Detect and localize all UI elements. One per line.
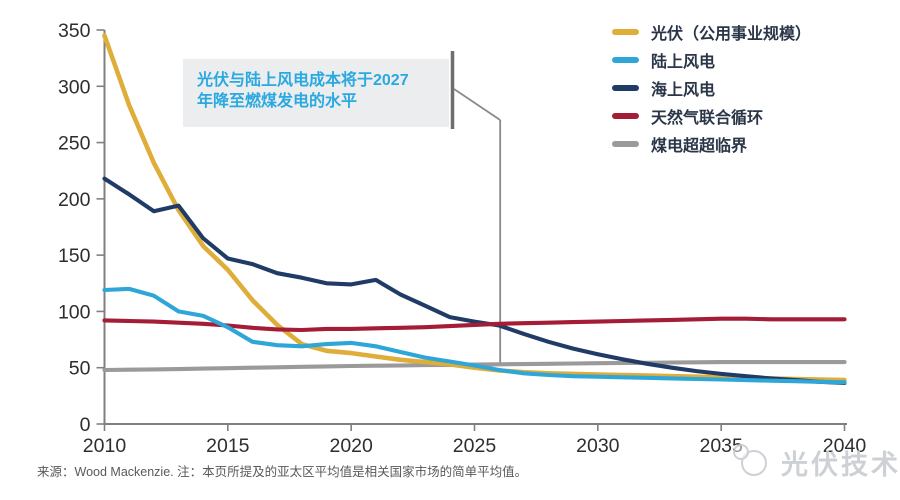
legend-label: 陆上风电 <box>651 53 716 71</box>
x-tick-label: 2020 <box>329 435 373 457</box>
x-tick-label: 2030 <box>576 435 620 457</box>
x-tick-label: 2015 <box>206 435 250 457</box>
annotation-line-2: 年降至燃煤发电的水平 <box>197 93 358 110</box>
source-note: 来源：Wood Mackenzie. 注：本页所提及的亚太区平均值是相关国家市场… <box>37 465 528 479</box>
y-tick-label: 0 <box>80 414 91 436</box>
annotation-callout: 光伏与陆上风电成本将于2027 年降至燃煤发电的水平 <box>183 59 449 127</box>
legend-label: 天然气联合循环 <box>651 109 764 127</box>
onshore-wind-line-swatch <box>612 56 639 63</box>
coal-usc-line-swatch <box>612 140 639 147</box>
legend-item-offshore-wind: 海上风电 <box>612 77 811 99</box>
gas-cc-line-swatch <box>612 112 639 119</box>
x-tick-label: 2035 <box>699 435 743 457</box>
y-tick-label: 350 <box>58 20 91 42</box>
legend-item-coal-usc: 煤电超超临界 <box>612 133 811 155</box>
solar-line-swatch <box>612 28 639 35</box>
legend-item-onshore-wind: 陆上风电 <box>612 49 811 71</box>
y-tick-label: 200 <box>58 189 91 211</box>
legend-item-solar: 光伏（公用事业规模） <box>612 21 812 43</box>
series-line-0 <box>102 33 847 383</box>
y-tick-label: 50 <box>69 358 91 380</box>
legend-label: 光伏（公用事业规模） <box>651 25 812 43</box>
series-line-2 <box>102 176 847 385</box>
callout-diagonal-line <box>453 88 501 121</box>
annotation-line-1: 光伏与陆上风电成本将于2027 <box>197 72 409 89</box>
legend-label: 煤电超超临界 <box>651 137 748 155</box>
legend-item-gas-cc: 天然气联合循环 <box>612 105 811 127</box>
y-tick-label: 150 <box>58 245 91 267</box>
x-tick-label: 2040 <box>823 435 867 457</box>
y-tick-label: 250 <box>58 133 91 155</box>
y-tick-label: 100 <box>58 301 91 323</box>
x-tick-label: 2025 <box>453 435 497 457</box>
legend-label: 海上风电 <box>651 81 716 99</box>
series-line-1 <box>102 286 847 385</box>
y-tick-label: 300 <box>58 76 91 98</box>
offshore-wind-line-swatch <box>612 84 639 91</box>
chart-legend: 光伏（公用事业规模） 陆上风电 海上风电 天然气联合循环 煤电超超临界 <box>612 21 812 155</box>
x-tick-label: 2010 <box>83 435 127 457</box>
